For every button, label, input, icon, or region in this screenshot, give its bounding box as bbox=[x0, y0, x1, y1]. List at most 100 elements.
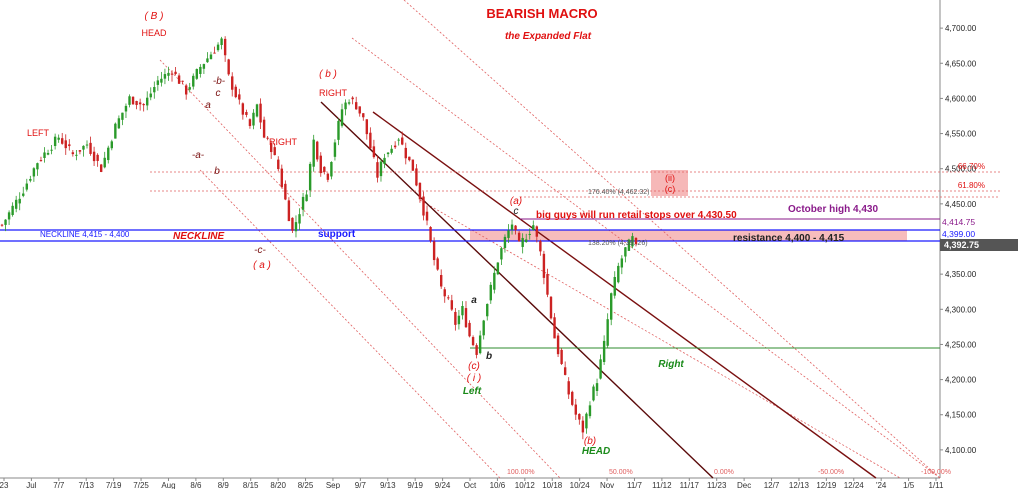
candle-body bbox=[521, 237, 524, 247]
wave-ii-label: (ii) bbox=[665, 173, 675, 183]
candle-body bbox=[602, 340, 606, 362]
chart-title: BEARISH MACRO bbox=[486, 6, 597, 21]
x-tick-label: 1/5 bbox=[903, 481, 915, 489]
candle-body bbox=[223, 38, 227, 56]
candle-body bbox=[510, 224, 514, 230]
candle-body bbox=[220, 38, 223, 46]
candle-body bbox=[184, 85, 188, 95]
y-tick-label: 4,250.00 bbox=[945, 340, 977, 349]
candle-body bbox=[227, 59, 230, 75]
x-tick-label: 8/15 bbox=[243, 481, 259, 489]
candle-body bbox=[199, 66, 202, 74]
minus-a-label: -a- bbox=[192, 150, 205, 161]
candle-body bbox=[68, 144, 71, 147]
candle-body bbox=[29, 178, 32, 181]
candle-body bbox=[418, 182, 422, 200]
candle-body bbox=[344, 102, 347, 110]
candle-body bbox=[316, 141, 319, 160]
candle-body bbox=[131, 96, 135, 105]
candle-body bbox=[0, 224, 4, 226]
channel-line-lower bbox=[320, 101, 714, 479]
channel-line-dotted-4 bbox=[419, 199, 901, 479]
candle-body bbox=[262, 119, 266, 138]
x-tick-label: 11/17 bbox=[680, 481, 700, 489]
candle-body bbox=[124, 105, 128, 112]
channel-0-label: 0.00% bbox=[714, 469, 734, 476]
candle-body bbox=[493, 272, 496, 290]
candle-body bbox=[369, 132, 372, 149]
candle-body bbox=[457, 315, 461, 325]
candle-body bbox=[308, 163, 312, 191]
x-tick-label: 12/13 bbox=[789, 481, 810, 489]
candle-body bbox=[581, 420, 585, 433]
a-mid-label: a bbox=[471, 295, 477, 306]
y-tick-label: 4,300.00 bbox=[945, 305, 977, 314]
candle-body bbox=[347, 102, 351, 104]
candle-body bbox=[75, 154, 78, 156]
candle-body bbox=[107, 147, 110, 161]
left-bottom-label: Left bbox=[463, 386, 482, 397]
candle-body bbox=[25, 183, 28, 190]
candle-body bbox=[613, 276, 616, 296]
candle-body bbox=[461, 305, 464, 316]
price-candles bbox=[0, 36, 638, 440]
candle-body bbox=[358, 106, 361, 114]
y-tick-label: 4,450.00 bbox=[945, 200, 977, 209]
candle-body bbox=[209, 54, 213, 60]
candle-body bbox=[78, 150, 82, 152]
candle-body bbox=[386, 152, 390, 155]
candle-body bbox=[32, 168, 36, 177]
last-price-tag-bg bbox=[940, 239, 1018, 251]
candle-body bbox=[563, 367, 567, 375]
candle-body bbox=[266, 137, 269, 139]
x-tick-label: 10/12 bbox=[515, 481, 536, 489]
candle-body bbox=[273, 147, 276, 156]
y-tick-label: 4,200.00 bbox=[945, 376, 977, 385]
candle-body bbox=[181, 80, 184, 82]
candle-body bbox=[103, 157, 106, 168]
candle-body bbox=[401, 137, 404, 145]
wave-a-paren-label: ( a ) bbox=[253, 260, 271, 271]
candle-body bbox=[340, 109, 344, 126]
candle-body bbox=[43, 152, 46, 158]
candle-body bbox=[135, 100, 138, 106]
c-small-label: c bbox=[216, 88, 221, 99]
x-tick-label: 1/11 bbox=[929, 481, 945, 489]
candle-body bbox=[96, 154, 99, 161]
candle-body bbox=[422, 196, 425, 216]
candle-body bbox=[556, 335, 560, 355]
x-tick-label: 7/13 bbox=[78, 481, 94, 489]
candle-body bbox=[610, 293, 613, 320]
candle-body bbox=[351, 97, 354, 100]
candle-body bbox=[326, 173, 330, 180]
b-mid-label: b bbox=[486, 351, 492, 362]
x-tick-label: 11/7 bbox=[627, 481, 643, 489]
candle-body bbox=[578, 413, 581, 420]
x-tick-label: 12/7 bbox=[764, 481, 780, 489]
x-tick-label: 8/6 bbox=[190, 481, 202, 489]
candle-body bbox=[170, 73, 174, 75]
candle-body bbox=[500, 248, 503, 260]
wave-a-small-label: (a) bbox=[510, 196, 522, 207]
candle-body bbox=[362, 113, 365, 118]
candle-body bbox=[146, 97, 149, 106]
candle-body bbox=[365, 119, 369, 135]
candle-body bbox=[202, 64, 206, 69]
y-tick-label: 4,550.00 bbox=[945, 130, 977, 139]
candle-body bbox=[252, 112, 255, 126]
candle-body bbox=[206, 58, 209, 63]
x-tick-label: 8/25 bbox=[298, 481, 314, 489]
channel-line-dotted-2 bbox=[351, 37, 941, 479]
candle-body bbox=[319, 155, 322, 174]
candle-body bbox=[439, 275, 443, 287]
x-tick-label: 9/13 bbox=[380, 481, 396, 489]
wave-c-low-label: (c) bbox=[468, 361, 480, 372]
candle-body bbox=[372, 146, 376, 158]
annotations: BEARISH MACRO the Expanded Flat ( B ) HE… bbox=[27, 6, 985, 476]
candle-body bbox=[4, 219, 7, 225]
candle-body bbox=[592, 386, 595, 401]
x-tick-label: Sep bbox=[326, 481, 341, 489]
candle-body bbox=[560, 349, 563, 364]
neckline-range-label: NECKLINE 4,415 - 4,400 bbox=[40, 230, 130, 239]
y-axis: 4,100.00 4,150.00 4,200.00 4,250.00 4,300.00… bbox=[940, 24, 977, 455]
